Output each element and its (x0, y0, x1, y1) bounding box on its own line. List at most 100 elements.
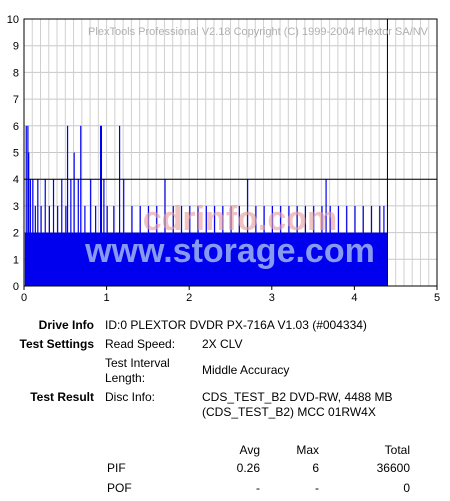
row-name: PIF (107, 461, 126, 475)
y-tick-label: 5 (13, 148, 19, 160)
pif-bar (52, 179, 55, 286)
row-total: 0 (403, 481, 410, 495)
x-tick-label: 3 (269, 292, 275, 304)
pif-bar (77, 179, 79, 286)
pif-bar (205, 205, 207, 286)
pif-bar (57, 205, 59, 286)
y-tick-label: 1 (13, 254, 19, 266)
pif-bar (70, 179, 72, 286)
header-max: Max (296, 443, 319, 457)
plot-frame (23, 18, 438, 287)
pif-bar (28, 152, 30, 286)
pif-bar (34, 205, 36, 286)
drive-info-label: Drive Info (38, 318, 94, 332)
pif-bar (180, 205, 183, 286)
pif-bar (32, 179, 34, 286)
y-tick-label: 6 (13, 121, 19, 133)
test-settings-label: Test Settings (19, 337, 94, 351)
row-max: 6 (312, 461, 319, 475)
pif-bar (73, 152, 75, 286)
x-tick-label: 4 (351, 292, 357, 304)
x-tick-label: 5 (434, 292, 440, 304)
y-tick-label: 4 (13, 174, 19, 186)
test-interval-label-line2: Length: (105, 371, 146, 385)
pif-bar (189, 205, 191, 286)
y-tick-label: 0 (13, 281, 19, 293)
pif-bar (48, 205, 50, 286)
pif-bar (280, 205, 282, 286)
pif-bar (25, 125, 27, 286)
pif-bar (263, 205, 265, 286)
read-speed-label: Read Speed: (105, 337, 176, 351)
disc-info-label: Disc Info: (105, 390, 156, 404)
x-tick-label: 2 (186, 292, 192, 304)
disc-info-value-line1: CDS_TEST_B2 DVD-RW, 4488 MB (202, 390, 393, 404)
pif-bar (29, 179, 31, 286)
pif-bar (66, 125, 69, 286)
pif-bar (90, 179, 92, 286)
pif-bar (95, 205, 97, 286)
test-result-label: Test Result (30, 390, 94, 404)
pif-bar (213, 205, 216, 286)
pif-bar (379, 205, 381, 286)
pif-bar (325, 179, 327, 286)
pif-bar (100, 125, 103, 286)
pif-bar (288, 205, 290, 286)
chart-title: PlexTools Professional V2.18 Copyright (… (88, 26, 429, 38)
pif-bar (123, 179, 125, 286)
pif-bar (362, 205, 364, 286)
row-max: - (315, 481, 319, 495)
x-tick-label: 1 (104, 292, 110, 304)
y-tick-label: 7 (13, 94, 19, 106)
pif-bar (313, 205, 315, 286)
chart-axes: 0 1 2 3 4 5 6 7 8 9 10 0 1 2 3 4 5 (7, 14, 440, 304)
pif-bar (238, 205, 240, 286)
pif-bar (304, 205, 307, 286)
pif-bar (156, 205, 158, 286)
pif-bar (37, 179, 39, 286)
test-interval-label-line1: Test Interval (105, 356, 170, 370)
pif-bar (354, 205, 356, 286)
header-total: Total (384, 443, 410, 457)
pif-bar (164, 179, 166, 286)
drive-info-value: ID:0 PLEXTOR DVDR PX-716A V1.03 (#004334… (105, 318, 367, 332)
pif-bar (65, 205, 67, 286)
x-tick-label: 0 (21, 292, 27, 304)
read-speed-value: 2X CLV (202, 337, 243, 351)
pif-bar (370, 205, 373, 286)
y-tick-label: 10 (7, 14, 19, 26)
pif-bar (383, 205, 385, 286)
pif-bar (131, 205, 133, 286)
pif-bar (255, 205, 257, 286)
pif-bar (147, 205, 150, 286)
pif-bar (337, 205, 340, 286)
pif-bar (27, 125, 29, 286)
pif-bar (44, 179, 46, 286)
chart-bars (24, 125, 388, 286)
pif-bar (321, 205, 323, 286)
pif-bar (346, 205, 348, 286)
pif-bar (172, 205, 174, 286)
pif-bar (80, 125, 82, 286)
pif-bar (103, 179, 105, 286)
pif-bar (40, 205, 42, 286)
pif-bar (247, 179, 249, 286)
disc-info-value-line2: (CDS_TEST_B2) MCC 01RW4X (202, 405, 376, 419)
row-avg: - (256, 481, 260, 495)
row-name: POF (107, 481, 132, 495)
pif-bar (118, 125, 121, 286)
pif-bar (296, 205, 298, 286)
pif-bar (106, 205, 108, 286)
row-avg: 0.26 (236, 461, 260, 475)
pif-bar (329, 205, 331, 286)
y-tick-label: 9 (13, 41, 19, 53)
y-tick-label: 8 (13, 67, 19, 79)
y-tick-label: 2 (13, 228, 19, 240)
pif-bar (113, 205, 115, 286)
watermark-bottom: www.storage.com (84, 232, 375, 270)
watermark-top: cdrinfo.com (143, 200, 338, 238)
pif-bar (99, 125, 102, 286)
pif-bar (84, 205, 86, 286)
